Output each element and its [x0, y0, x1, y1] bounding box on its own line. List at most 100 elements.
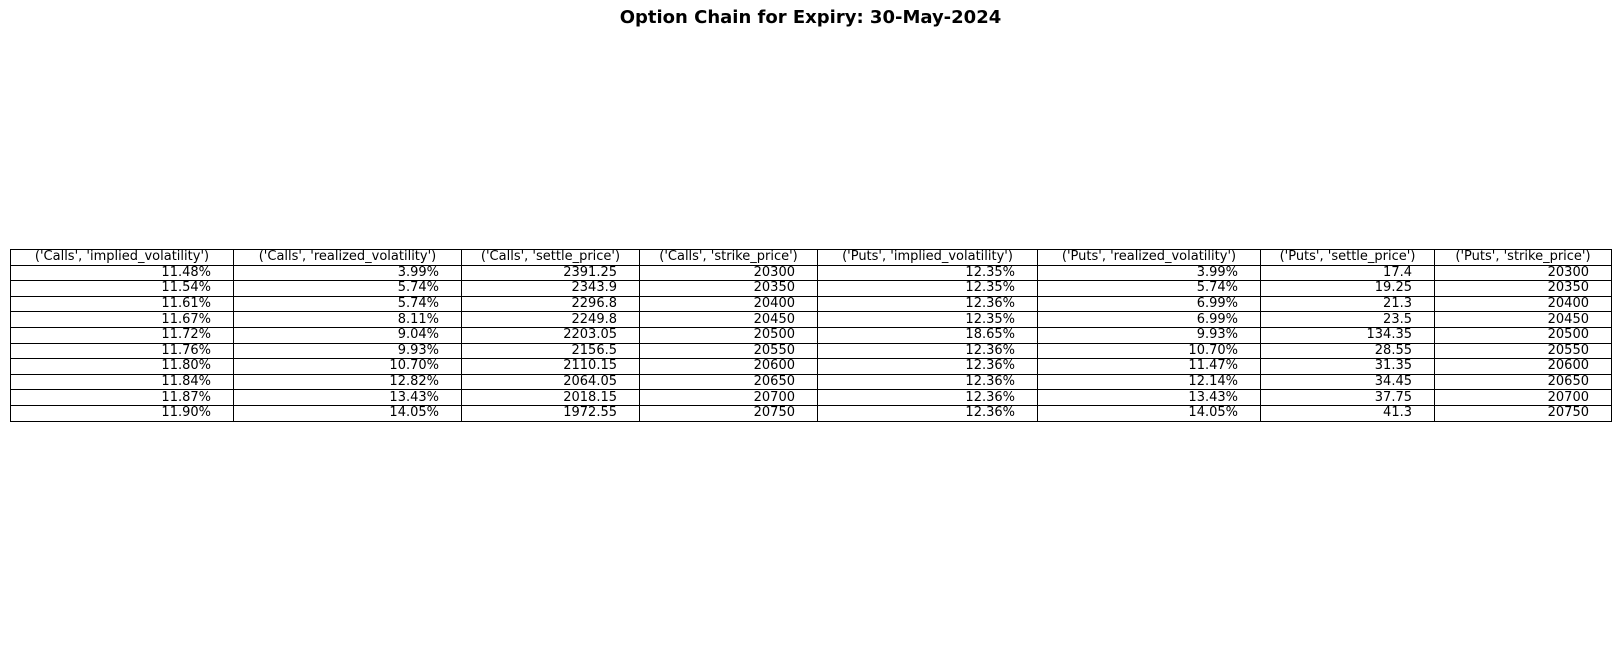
- table-cell: 20550: [639, 342, 818, 360]
- table-cell: 20700: [639, 389, 818, 406]
- table-cell: 2343.9: [461, 280, 640, 297]
- table-cell: 20600: [639, 358, 818, 375]
- table-cell: 12.36%: [817, 389, 1038, 406]
- table-row: 11.80% 10.70% 2110.15 20600 12.36% 11.47% 31.3…: [10, 358, 1612, 375]
- table-cell: 11.76%: [10, 342, 234, 360]
- table-cell: 17.4: [1260, 264, 1435, 282]
- table-cell: 20400: [639, 295, 818, 313]
- table-cell: 2296.8: [461, 295, 640, 313]
- table-row: 11.67% 8.11% 2249.8 20450 12.35% 6.99% 23.5 204…: [10, 311, 1612, 328]
- chart-title: Option Chain for Expiry: 30-May-2024: [619, 7, 1002, 28]
- table-cell: 20500: [639, 326, 818, 344]
- table-cell: 41.3: [1260, 404, 1435, 422]
- table-cell: 11.47%: [1037, 358, 1261, 375]
- table-body: 11.48% 3.99% 2391.25 20300 12.35% 3.99% 17.4 20…: [10, 264, 1612, 422]
- table-cell: 19.25: [1260, 280, 1435, 297]
- table-cell: 23.5: [1260, 311, 1435, 328]
- table-cell: 20700: [1434, 389, 1612, 406]
- table-cell: 10.70%: [1037, 342, 1261, 360]
- table-cell: 9.04%: [233, 326, 462, 344]
- column-header: ('Calls', 'implied_volatility'): [10, 249, 234, 266]
- table-cell: 20650: [1434, 373, 1612, 391]
- table-cell: 8.11%: [233, 311, 462, 328]
- table-cell: 11.67%: [10, 311, 234, 328]
- table-row: 11.76% 9.93% 2156.5 20550 12.36% 10.70% 28.55 2…: [10, 342, 1612, 360]
- table-cell: 3.99%: [233, 264, 462, 282]
- table-row: 11.90% 14.05% 1972.55 20750 12.36% 14.05% 41.3…: [10, 404, 1612, 422]
- table-row: 11.61% 5.74% 2296.8 20400 12.36% 6.99% 21.3 204…: [10, 295, 1612, 313]
- table-cell: 2110.15: [461, 358, 640, 375]
- table-cell: 12.36%: [817, 295, 1038, 313]
- table-cell: 34.45: [1260, 373, 1435, 391]
- table-cell: 20750: [639, 404, 818, 422]
- table-cell: 5.74%: [1037, 280, 1261, 297]
- table-cell: 20300: [1434, 264, 1612, 282]
- table-cell: 20350: [1434, 280, 1612, 297]
- column-header: ('Puts', 'realized_volatility'): [1037, 249, 1261, 266]
- table-cell: 11.84%: [10, 373, 234, 391]
- table-cell: 20550: [1434, 342, 1612, 360]
- column-header: ('Puts', 'strike_price'): [1434, 249, 1612, 266]
- table-cell: 28.55: [1260, 342, 1435, 360]
- table-cell: 11.54%: [10, 280, 234, 297]
- column-header: ('Puts', 'settle_price'): [1260, 249, 1435, 266]
- table-cell: 2018.15: [461, 389, 640, 406]
- table-cell: 5.74%: [233, 295, 462, 313]
- table-cell: 12.36%: [817, 404, 1038, 422]
- table-row: 11.54% 5.74% 2343.9 20350 12.35% 5.74% 19.25 20…: [10, 280, 1612, 297]
- table-cell: 20400: [1434, 295, 1612, 313]
- column-header: ('Puts', 'implied_volatility'): [817, 249, 1038, 266]
- table-cell: 9.93%: [233, 342, 462, 360]
- table-cell: 37.75: [1260, 389, 1435, 406]
- table-cell: 11.87%: [10, 389, 234, 406]
- table-row: 11.87% 13.43% 2018.15 20700 12.36% 13.43% 37.7…: [10, 389, 1612, 406]
- table-cell: 20750: [1434, 404, 1612, 422]
- column-header: ('Calls', 'realized_volatility'): [233, 249, 462, 266]
- table-cell: 13.43%: [1037, 389, 1261, 406]
- table-cell: 2156.5: [461, 342, 640, 360]
- table-cell: 12.82%: [233, 373, 462, 391]
- table-cell: 3.99%: [1037, 264, 1261, 282]
- table-cell: 5.74%: [233, 280, 462, 297]
- table-cell: 2249.8: [461, 311, 640, 328]
- table-cell: 13.43%: [233, 389, 462, 406]
- table-cell: 10.70%: [233, 358, 462, 375]
- table-cell: 11.80%: [10, 358, 234, 375]
- table-cell: 11.72%: [10, 326, 234, 344]
- table-cell: 11.61%: [10, 295, 234, 313]
- table-cell: 11.48%: [10, 264, 234, 282]
- table-cell: 20500: [1434, 326, 1612, 344]
- table-cell: 9.93%: [1037, 326, 1261, 344]
- table-cell: 14.05%: [233, 404, 462, 422]
- option-chain-table: ('Calls', 'implied_volatility') ('Calls',…: [10, 249, 1612, 422]
- table-cell: 21.3: [1260, 295, 1435, 313]
- table-cell: 2203.05: [461, 326, 640, 344]
- table-cell: 18.65%: [817, 326, 1038, 344]
- table-cell: 6.99%: [1037, 295, 1261, 313]
- table-cell: 31.35: [1260, 358, 1435, 375]
- table-cell: 12.36%: [817, 342, 1038, 360]
- table-cell: 11.90%: [10, 404, 234, 422]
- table-row: 11.72% 9.04% 2203.05 20500 18.65% 9.93% 134.35…: [10, 326, 1612, 344]
- table-cell: 20600: [1434, 358, 1612, 375]
- table-cell: 20300: [639, 264, 818, 282]
- table-cell: 20450: [639, 311, 818, 328]
- table-cell: 20350: [639, 280, 818, 297]
- table-cell: 6.99%: [1037, 311, 1261, 328]
- table-cell: 12.14%: [1037, 373, 1261, 391]
- table-cell: 134.35: [1260, 326, 1435, 344]
- table-row: 11.48% 3.99% 2391.25 20300 12.35% 3.99% 17.4 20…: [10, 264, 1612, 282]
- table-cell: 12.35%: [817, 311, 1038, 328]
- table-cell: 1972.55: [461, 404, 640, 422]
- table-cell: 14.05%: [1037, 404, 1261, 422]
- table-cell: 12.35%: [817, 280, 1038, 297]
- table-cell: 20650: [639, 373, 818, 391]
- column-header: ('Calls', 'settle_price'): [461, 249, 640, 266]
- header-row: ('Calls', 'implied_volatility') ('Calls',…: [10, 249, 1612, 266]
- table-cell: 2064.05: [461, 373, 640, 391]
- table-cell: 2391.25: [461, 264, 640, 282]
- table-row: 11.84% 12.82% 2064.05 20650 12.36% 12.14% 34.4…: [10, 373, 1612, 391]
- table-cell: 12.36%: [817, 358, 1038, 375]
- table-cell: 20450: [1434, 311, 1612, 328]
- table-cell: 12.36%: [817, 373, 1038, 391]
